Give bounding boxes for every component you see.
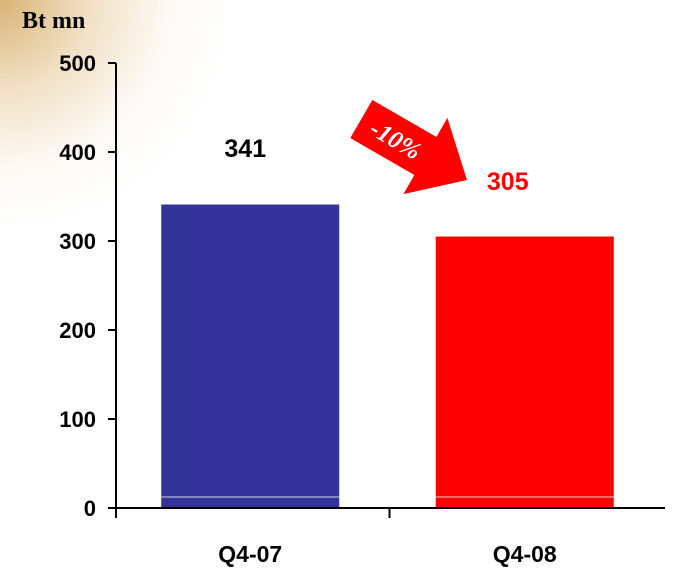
x-category-label: Q4-07 (218, 541, 282, 567)
y-tick-label: 200 (59, 318, 96, 343)
bar-q4-08 (435, 236, 614, 509)
y-tick-label: 100 (59, 407, 96, 432)
y-tick-label: 0 (84, 496, 96, 521)
bars-layer (161, 204, 614, 509)
x-categories: Q4-07 Q4-08 (115, 508, 557, 567)
data-label-q4-08: 305 (487, 168, 529, 196)
x-category-label: Q4-08 (493, 541, 557, 567)
y-axis-unit-label: Bt mn (22, 8, 86, 34)
data-label-q4-07: 341 (224, 135, 266, 163)
bar-q4-07 (161, 204, 340, 508)
change-arrow (350, 99, 467, 195)
y-tick-label: 500 (59, 51, 96, 76)
y-ticks: 0 100 200 300 400 500 (59, 51, 116, 521)
y-tick-label: 300 (59, 229, 96, 254)
data-labels: 341 305 (224, 135, 528, 196)
change-annotation: -10% (350, 99, 467, 195)
y-tick-label: 400 (59, 140, 96, 165)
